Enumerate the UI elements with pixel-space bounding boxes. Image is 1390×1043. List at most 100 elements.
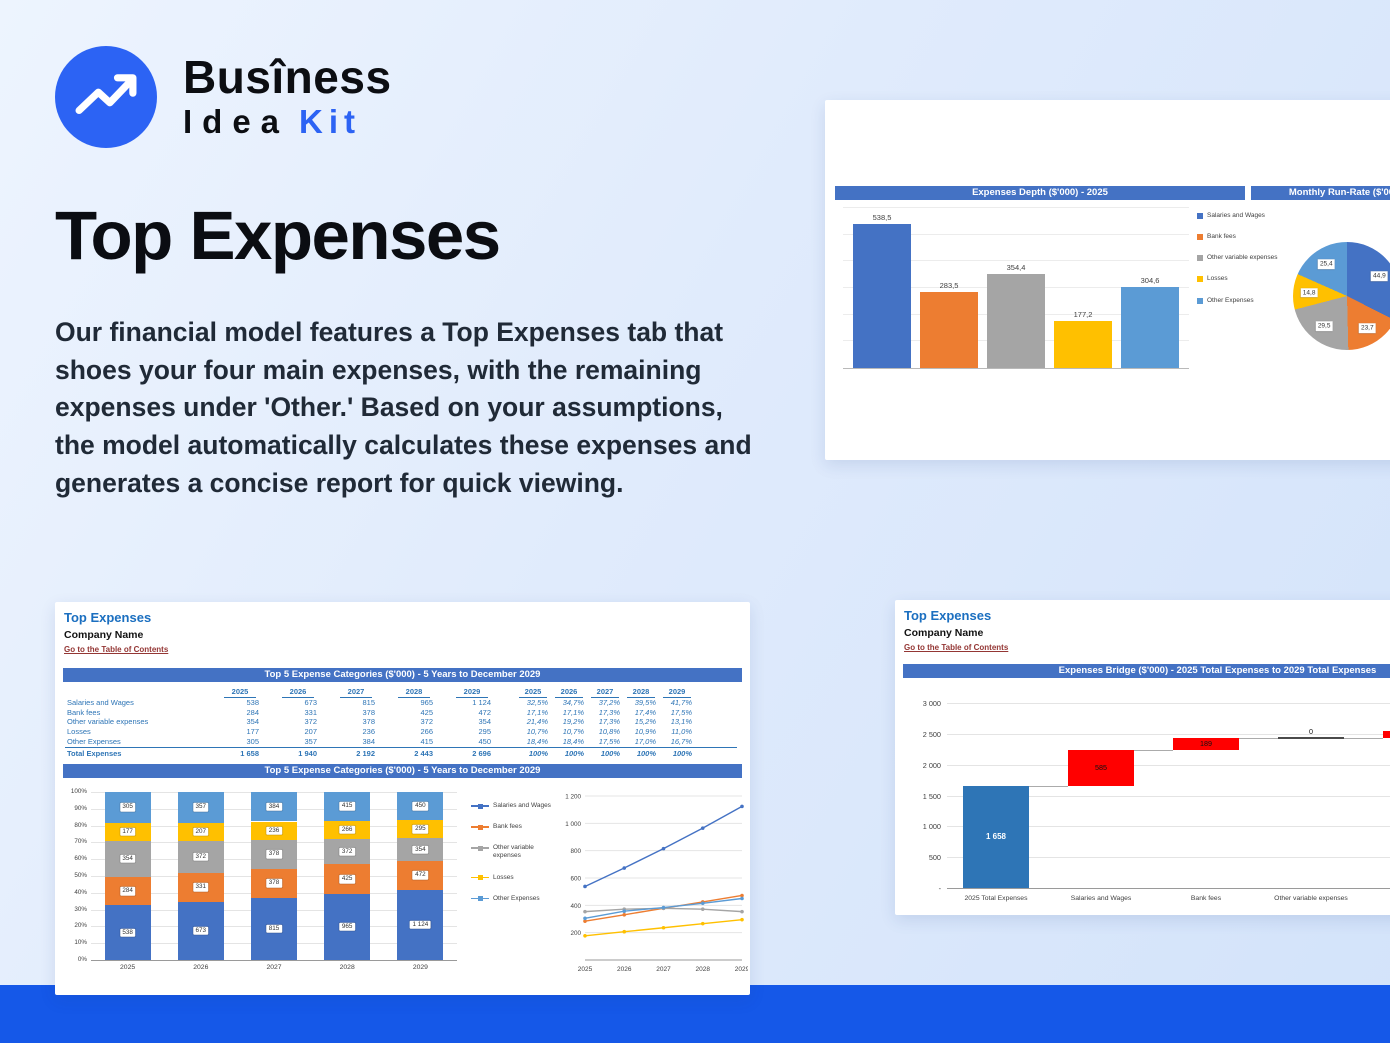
value-cell: 415 [420,736,433,746]
brand-wordmark: Busîness Idea Kit [183,53,392,141]
brand-logo-icon [55,46,157,148]
x-tick-label: Bank fees [1190,895,1222,902]
grid-line [947,703,1390,704]
percent-cell: 16,7% [670,736,692,746]
value-cell: 815 [362,698,375,708]
depth-runrate-preview-card: Expenses Depth ($'000) - 2025 Monthly Ru… [825,100,1390,460]
segment-value-label: 673 [193,926,209,936]
x-axis-line [91,960,457,961]
percent-cell: 100% [600,748,620,758]
value-cell: 384 [362,736,375,746]
y-tick-label: 50% [74,872,87,879]
percent-cell: 17,3% [598,707,620,717]
percent-cell: 17,4% [634,707,656,717]
year-header: 2028 [398,687,430,698]
percent-cell: 10,8% [598,727,620,737]
value-cell: 673 [304,698,317,708]
percent-cell: 34,7% [562,698,584,708]
brand-name: Busîness [183,50,392,103]
svg-text:2026: 2026 [617,966,632,973]
bar-value-label: 177,2 [1073,309,1093,319]
legend-swatch [1197,213,1203,219]
percent-cell: 11,0% [671,727,692,737]
page-title: Top Expenses [55,197,501,274]
value-cell: 1 124 [472,698,491,708]
expense-table-header: Top 5 Expense Categories ($'000) - 5 Yea… [63,668,742,682]
bar [987,273,1045,368]
value-cell: 331 [304,707,317,717]
value-cell: 472 [478,707,491,717]
segment-value-label: 372 [339,847,355,856]
legend-swatch [1197,234,1203,241]
x-tick-label: Losses [1364,895,1390,902]
segment-value-label: 305 [119,803,136,812]
y-tick-label: 70% [74,838,87,846]
value-cell: 295 [478,727,491,737]
legend-label: Salaries and Wages [493,802,551,809]
expenses-depth-bar-chart: 538,5 283,5 354,4 177,2 304,6 [843,207,1189,369]
expenses-depth-legend: Salaries and Wages Bank fees Other variabl… [1197,212,1285,318]
svg-text:400: 400 [570,903,581,910]
legend-marker [477,896,483,902]
table-row: Other Expenses 305 357 384 415 450 18,4% 18,4% 1… [65,736,737,746]
table-of-contents-link[interactable]: Go to the Table of Contents [904,643,1009,652]
grid-line [947,857,1390,859]
year-header: 2029 [663,687,691,698]
legend-line-marker [471,802,489,810]
value-cell: 2 696 [472,748,491,758]
value-cell: 357 [304,736,317,746]
year-header: 2029 [456,687,488,698]
y-tick-label: 2 500 [922,729,941,739]
table-of-contents-link[interactable]: Go to the Table of Contents [64,645,169,654]
value-cell: 354 [246,717,259,727]
row-label: Other variable expenses [67,717,149,727]
y-tick-label: 100% [70,788,87,795]
x-tick-label: 2026 [193,964,209,971]
bar-value-label: 283,5 [939,281,959,291]
grid-line [843,207,1189,208]
legend-label: Other variable expenses [1207,254,1278,262]
y-tick-label: 2 000 [922,760,941,770]
x-tick-label: 2028 [339,964,355,971]
bar-value-label: 354,4 [1006,262,1026,272]
legend-swatch [1197,255,1203,262]
legend-item: Bank fees [471,823,551,831]
brand-idea-label: Idea [183,103,290,141]
value-cell: 1 658 [240,748,259,758]
segment-value-label: 815 [266,924,282,934]
svg-text:2025: 2025 [578,966,593,973]
percent-cell: 10,7% [526,727,548,737]
bars-row: 538,5 283,5 354,4 177,2 304,6 [843,208,1189,368]
sheet-title: Top Expenses [904,608,992,623]
legend-label: Bank fees [493,823,522,831]
bar-column: 538,5 [853,213,911,368]
segment-value-label: 472 [412,871,429,880]
year-header: 2027 [340,687,372,698]
percent-cell: 21,4% [526,717,548,727]
y-tick-label: 10% [74,939,87,947]
grid-line [947,733,1390,735]
company-name: Company Name [64,629,144,641]
legend-label: Other Expenses [1207,296,1254,304]
segment-value-label: 177 [119,827,136,837]
table-row: Salaries and Wages 538 673 815 965 1 124 32,5%… [65,698,737,708]
year-header: 2027 [591,687,619,698]
row-label: Salaries and Wages [67,698,134,708]
percent-cell: 17,5% [598,736,620,746]
waterfall-flat-bar [1278,737,1344,740]
expenses-depth-chart-title: Expenses Depth ($'000) - 2025 [835,186,1245,200]
segment-value-label: 384 [266,802,282,812]
bar-value-label: 538,5 [872,213,892,223]
percent-cell: 100% [528,748,548,758]
percent-cell: 17,5% [670,707,692,717]
year-header: 2026 [282,687,314,698]
svg-text:1 200: 1 200 [565,794,581,801]
legend-line-marker [471,895,489,903]
value-cell: 354 [478,717,491,727]
connector-line [1029,785,1068,787]
value-cell: 207 [304,727,317,737]
y-tick-label: 500 [928,853,941,863]
value-cell: 1 940 [298,748,317,758]
year-header: 2025 [519,687,547,698]
